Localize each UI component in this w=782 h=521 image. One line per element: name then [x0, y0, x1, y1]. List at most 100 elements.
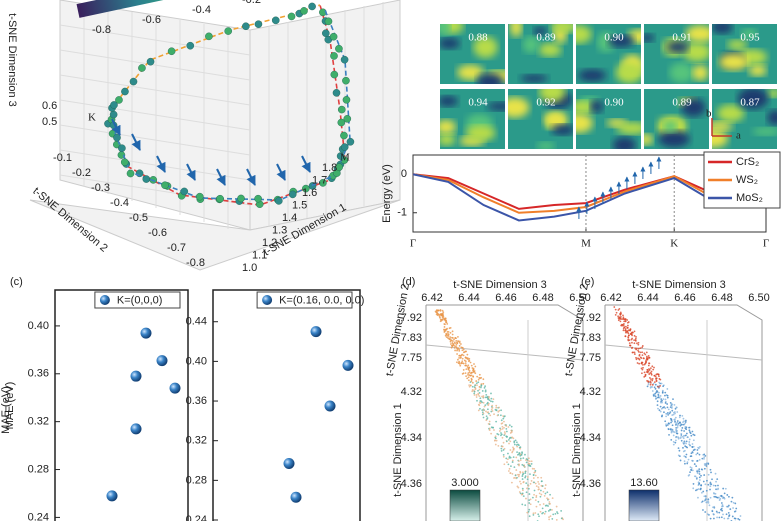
cloud-dot — [524, 475, 527, 478]
cloud-dot — [445, 336, 448, 339]
cloud-dot — [469, 384, 472, 387]
cloud-dot — [466, 353, 469, 356]
cloud-dot — [695, 476, 698, 479]
cloud-dot — [675, 439, 677, 442]
cloud-dot — [537, 480, 540, 483]
cloud-dot — [475, 382, 478, 385]
cloud-dot — [668, 433, 670, 436]
cloud-dot — [683, 455, 686, 458]
cloud-dot — [483, 405, 486, 408]
cloud-dot — [641, 354, 644, 357]
cloud-dot — [664, 394, 666, 397]
cloud-dot — [509, 440, 512, 443]
cloud-dot — [533, 471, 536, 474]
series-line — [412, 173, 767, 214]
cloud-dot — [728, 514, 731, 517]
trajectory-dot — [302, 184, 310, 193]
cloud-dot — [517, 475, 520, 478]
cloud-dot — [688, 438, 691, 441]
cloud-dot — [461, 353, 464, 356]
cloud-dot — [705, 465, 708, 467]
cloud-dot — [671, 414, 674, 416]
cloud-dot — [703, 467, 706, 470]
cloud-dot — [544, 487, 547, 490]
cloud-dot — [622, 324, 625, 327]
y-tick-label: 0.28 — [28, 463, 49, 475]
cloud-dot — [556, 511, 558, 513]
cloud-dot — [528, 499, 531, 502]
heatmap-blob — [539, 89, 566, 103]
cloud-dot — [495, 420, 498, 423]
cloud-dot — [466, 366, 469, 368]
side-label: MAE (eV) — [0, 386, 12, 434]
cloud-dot — [535, 505, 538, 508]
cloud-dot — [716, 516, 718, 519]
cloud-dot — [477, 409, 480, 412]
cloud-dot — [680, 439, 683, 442]
cloud-dot — [519, 471, 522, 474]
point — [324, 400, 336, 412]
axis-label: t-SNE Dimension 1 — [392, 403, 404, 497]
cloud-dot — [685, 432, 688, 435]
cloud-dot — [647, 364, 650, 367]
cloud-dot — [487, 422, 490, 425]
cloud-dot — [510, 425, 513, 428]
cloud-dot — [664, 402, 667, 404]
cloud-dot — [529, 465, 532, 468]
cloud-dot — [692, 439, 695, 442]
trajectory-dot — [330, 70, 339, 79]
cloud-dot — [464, 356, 467, 359]
cloud-dot — [626, 324, 629, 327]
cloud-dot — [626, 321, 629, 324]
x-tick-label: 1.2 — [262, 237, 277, 249]
cloud-dot — [484, 389, 487, 392]
cloud-dot — [449, 331, 452, 334]
heatmap — [508, 24, 573, 84]
legend-label: MoS₂ — [736, 192, 763, 204]
cloud-dot — [659, 395, 662, 397]
cloud-dot — [537, 500, 540, 503]
cloud-dot — [625, 331, 627, 333]
trajectory-dot — [332, 89, 341, 97]
cloud-dot — [666, 424, 669, 426]
cloud-dot — [631, 351, 634, 354]
cloud-dot — [500, 409, 503, 412]
cloud-dot — [641, 345, 644, 347]
cloud-dot — [710, 483, 712, 486]
cloud-dot — [451, 342, 454, 344]
trajectory-dot — [336, 152, 345, 160]
cloud-dot — [684, 421, 687, 423]
cloud-dot — [478, 395, 481, 398]
cloud-dot — [498, 430, 501, 432]
cloud-dot — [637, 350, 640, 353]
cloud-dot — [652, 394, 655, 397]
cloud-dot — [480, 386, 482, 389]
trajectory-dot — [161, 181, 169, 190]
cloud-dot — [517, 486, 520, 489]
cloud-dot — [633, 330, 636, 333]
cloud-dot — [683, 441, 686, 444]
cloud-dot — [450, 346, 453, 349]
z-tick-label: 4.32 — [401, 386, 422, 398]
cloud-dot — [702, 509, 704, 511]
cloud-dot — [475, 396, 478, 398]
trajectory-dot — [342, 96, 351, 104]
cloud-dot — [499, 428, 502, 431]
cloud-dot — [614, 308, 617, 311]
cloud-dot — [618, 317, 621, 320]
cloud-dot — [498, 406, 501, 409]
cloud-dot — [671, 420, 674, 423]
cloud-dot — [507, 463, 510, 466]
z-tick-label: 4.34 — [401, 432, 422, 444]
cloud-dot — [494, 443, 497, 446]
heatmap-value: 0.92 — [536, 97, 555, 109]
cloud-dot — [680, 432, 683, 435]
cloud-dot — [462, 369, 465, 371]
trajectory-dot — [340, 55, 349, 64]
cloud-dot — [540, 493, 543, 496]
trajectory-dot — [329, 32, 338, 41]
cloud-dot — [500, 447, 503, 450]
heatmap-blob — [576, 100, 594, 115]
cloud-dot — [501, 425, 504, 428]
cloud-dot — [482, 416, 485, 419]
